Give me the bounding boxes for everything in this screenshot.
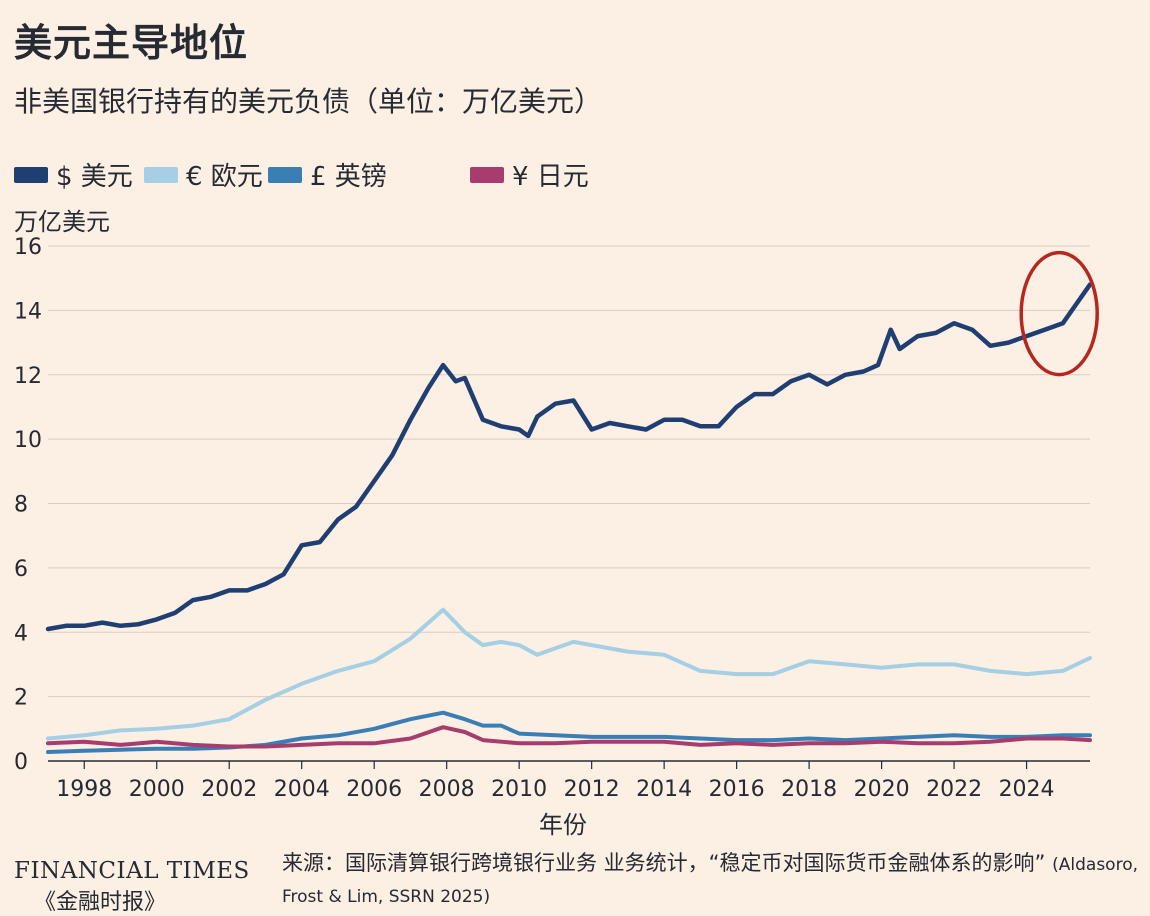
chart-subtitle: 非美国银行持有的美元负债（单位：万亿美元）	[14, 85, 603, 118]
legend-swatch-gbp	[268, 166, 302, 183]
y-tick-label-14: 14	[14, 299, 42, 324]
source-note: 来源：国际清算银行跨境银行业务 业务统计，“稳定币对国际货币金融体系的影响” (…	[282, 848, 1142, 912]
x-tick-label-2008: 2008	[419, 777, 475, 802]
legend-swatch-usd	[14, 166, 48, 183]
ft-logo: FINANCIAL TIMES	[14, 858, 250, 884]
legend-item-eur: € 欧元	[144, 156, 263, 193]
x-tick-label-2004: 2004	[274, 777, 330, 802]
legend-label-usd: $ 美元	[56, 162, 133, 192]
x-axis-title: 年份	[539, 811, 587, 839]
y-tick-label-12: 12	[14, 364, 42, 389]
chart-title: 美元主导地位	[14, 21, 249, 65]
y-tick-label-2: 2	[14, 686, 28, 711]
x-tick-label-2018: 2018	[781, 777, 837, 802]
y-tick-label-4: 4	[14, 621, 28, 646]
x-tick-label-1998: 1998	[56, 777, 112, 802]
y-tick-label-8: 8	[14, 493, 28, 518]
x-tick-label-2006: 2006	[346, 777, 402, 802]
y-tick-label-0: 0	[14, 750, 28, 775]
x-tick-label-2020: 2020	[854, 777, 910, 802]
y-axis-unit-label: 万亿美元	[14, 208, 110, 236]
ft-logo-cn: 《金融时报》	[34, 890, 167, 915]
legend-label-jpy: ¥ 日元	[512, 162, 589, 192]
x-tick-label-2010: 2010	[491, 777, 547, 802]
x-tick-label-2012: 2012	[564, 777, 620, 802]
legend-label-eur: € 欧元	[186, 162, 263, 192]
legend-label-gbp: £ 英镑	[310, 162, 387, 192]
source-citation: (Aldasoro, Frost & Lim, SSRN 2025)	[282, 855, 1138, 907]
source-text: 来源：国际清算银行跨境银行业务 业务统计，“稳定币对国际货币金融体系的影响”	[282, 851, 1046, 875]
x-tick-label-2014: 2014	[636, 777, 692, 802]
x-tick-label-2024: 2024	[999, 777, 1055, 802]
y-tick-label-16: 16	[14, 235, 42, 260]
legend-swatch-eur	[144, 166, 178, 183]
x-tick-label-2000: 2000	[129, 777, 185, 802]
series-line-jpy	[46, 725, 1092, 749]
legend: $ 美元 € 欧元 £ 英镑 ¥ 日元	[14, 156, 774, 192]
x-tick-label-2002: 2002	[201, 777, 257, 802]
legend-item-jpy: ¥ 日元	[470, 156, 589, 193]
y-tick-label-10: 10	[14, 428, 42, 453]
legend-item-gbp: £ 英镑	[268, 156, 387, 193]
x-tick-label-2016: 2016	[709, 777, 765, 802]
y-tick-label-6: 6	[14, 557, 28, 582]
legend-swatch-jpy	[470, 166, 504, 183]
series-line-usd	[45, 282, 1093, 632]
highlight-circle	[1019, 250, 1099, 377]
legend-item-usd: $ 美元	[14, 156, 133, 193]
series-line-eur	[46, 607, 1092, 741]
x-tick-label-2022: 2022	[926, 777, 982, 802]
